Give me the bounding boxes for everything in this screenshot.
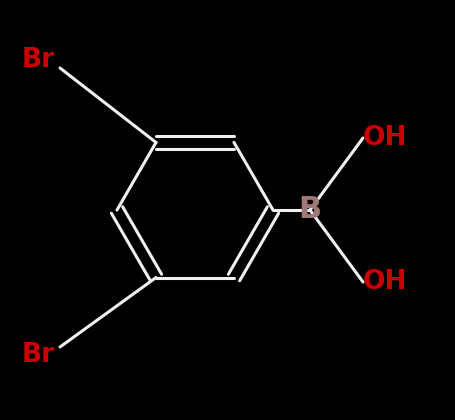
- Text: OH: OH: [362, 269, 407, 295]
- Text: Br: Br: [22, 342, 55, 368]
- Text: OH: OH: [362, 125, 407, 151]
- Text: Br: Br: [22, 47, 55, 73]
- Text: B: B: [298, 195, 321, 225]
